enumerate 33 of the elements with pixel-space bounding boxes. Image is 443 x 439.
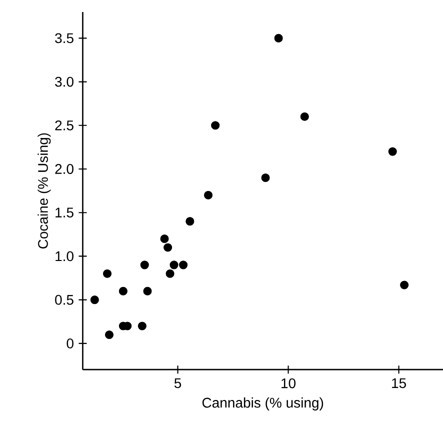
point: [204, 190, 213, 200]
point: [388, 147, 397, 156]
x-tick-label: 5: [174, 378, 182, 388]
point: [170, 260, 178, 270]
point: [140, 260, 149, 270]
y-tick-label: 1.5: [56, 208, 74, 218]
point: [138, 322, 146, 330]
y-tick-label: 0: [66, 338, 74, 348]
x-tick-label: 15: [392, 378, 406, 388]
point: [300, 112, 309, 121]
point: [274, 34, 283, 42]
point: [118, 286, 128, 296]
point: [261, 173, 270, 182]
point: [102, 269, 112, 278]
x-tick-label: 10: [282, 378, 296, 388]
y-axis-title: Cocaine (% Using): [38, 133, 51, 248]
point: [400, 280, 409, 290]
point: [104, 330, 114, 339]
y-tick-label: 1.0: [56, 251, 74, 262]
y-tick-label: 0.5: [55, 294, 74, 305]
point: [179, 260, 188, 270]
point: [143, 286, 152, 296]
point: [211, 121, 220, 130]
y-tick-label: 2.0: [55, 164, 74, 174]
point: [164, 243, 172, 252]
x-axis-title: Cannabis (% using): [202, 397, 324, 410]
y-tick-label: 3.0: [55, 76, 74, 87]
point: [166, 269, 174, 278]
point: [186, 217, 194, 226]
point: [160, 234, 169, 244]
point: [90, 296, 99, 304]
y-tick-label: 3.5: [55, 33, 74, 44]
y-tick-label: 2.5: [55, 120, 74, 130]
